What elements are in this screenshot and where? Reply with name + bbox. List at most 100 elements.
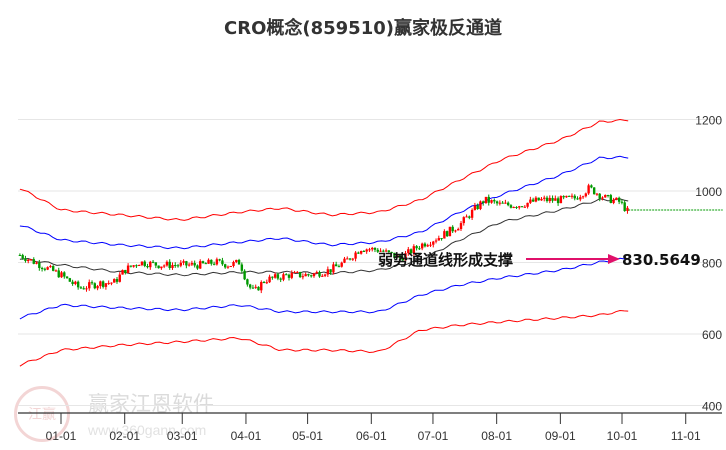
candle-body [448,226,452,237]
candle-body [598,193,601,199]
candle-body [432,241,435,245]
candle-body [393,252,396,258]
candle-body [162,265,166,267]
candle-body [415,246,418,249]
candle-body [459,223,463,230]
candle-body [38,262,41,268]
candle-body [71,281,74,285]
candle-body [27,259,30,262]
candle-body [484,196,488,204]
candle-body [179,262,183,266]
candle-body [398,255,402,259]
candle-body [124,269,127,273]
candle-body [420,243,424,249]
candle-body [79,287,83,289]
channel-line-upper-outer [19,118,629,221]
candle-body [221,260,224,265]
candle-body [107,282,110,284]
candle-body [101,281,105,287]
x-tick-label: 07-01 [418,429,449,443]
candle-body [590,185,593,188]
candle-body [121,269,124,275]
candle-body [554,198,557,201]
candle-body [18,254,22,256]
candle-body [437,238,441,241]
candle-body [85,288,88,290]
candle-body [185,261,188,266]
candle-body [576,198,579,200]
candle-body [298,271,302,278]
candle-body [279,278,282,280]
candle-body [592,187,596,195]
candle-body [96,286,99,289]
candle-body [454,230,457,232]
candle-body [171,265,174,268]
watermark-name: 赢家江恩软件 [88,392,214,416]
candle-body [196,265,199,269]
chart-title: CRO概念(859510)赢家极反通道 [224,18,502,39]
candle-body [151,261,155,263]
candle-body [99,281,102,287]
candle-body [595,193,599,195]
candle-body [110,282,113,284]
candle-body [487,196,490,203]
candle-body [534,197,538,202]
candle-body [404,253,407,261]
y-tick-label: 600 [702,328,722,342]
channel-line-lower-inner [19,257,629,320]
candle-body [559,196,563,204]
candle-body [354,252,357,259]
candle-body [537,197,540,201]
candle-body [468,216,471,218]
candle-body [157,265,160,269]
candle-body [379,250,382,252]
candle-body [248,284,252,288]
candle-body [490,200,493,203]
candle-body [268,276,271,283]
candle-body [545,197,549,202]
candle-body [581,196,585,198]
candle-body [348,258,352,260]
candle-body [501,202,504,204]
candle-body [515,206,518,208]
candle-body [118,274,121,282]
x-tick-label: 04-01 [231,429,262,443]
candle-body [113,279,116,283]
candle-body [226,266,230,268]
candle-body [390,251,393,253]
candle-body [60,272,63,278]
candle-body [137,265,141,267]
candle-body [207,259,210,264]
candle-body [240,264,244,271]
candle-body [409,249,413,254]
candle-body [526,202,529,207]
candle-body [551,197,554,201]
candle-body [412,246,416,254]
x-tick-label: 10-01 [607,429,638,443]
candle-body [568,195,571,197]
candle-body [518,206,521,208]
y-tick-label: 1000 [695,185,722,199]
candle-body [104,283,108,287]
candle-body [512,206,515,208]
candle-body [132,265,135,267]
candle-body [473,205,477,210]
candle-body [573,195,576,199]
candle-body [318,272,321,277]
candle-body [32,259,35,264]
candle-body [282,274,285,280]
candle-body [296,271,299,273]
candle-body [579,197,582,200]
candle-body [146,266,149,268]
candle-body [531,199,535,202]
candle-body [129,265,133,267]
candle-body [373,247,377,250]
candle-body [29,259,33,261]
candle-body [276,274,280,279]
x-tick-label: 01-01 [46,429,77,443]
candle-body [359,251,363,254]
candle-body [246,279,249,285]
candle-body [395,255,399,258]
